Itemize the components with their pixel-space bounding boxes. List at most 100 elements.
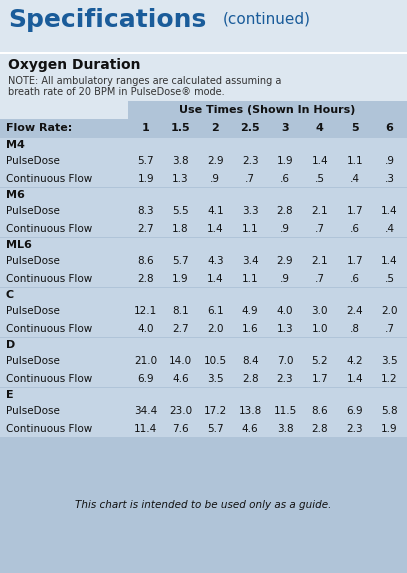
Text: 3.5: 3.5 <box>207 374 223 383</box>
Text: 1.6: 1.6 <box>242 324 258 333</box>
Text: E: E <box>6 390 13 400</box>
Text: 3.0: 3.0 <box>312 307 328 316</box>
Text: 4.6: 4.6 <box>172 374 189 383</box>
Text: 3.3: 3.3 <box>242 206 258 217</box>
Text: M6: M6 <box>6 190 25 200</box>
Text: 1.4: 1.4 <box>381 257 398 266</box>
Text: 21.0: 21.0 <box>134 356 157 367</box>
Text: Continuous Flow: Continuous Flow <box>6 223 92 234</box>
Text: Continuous Flow: Continuous Flow <box>6 324 92 333</box>
Text: 11.4: 11.4 <box>134 423 157 434</box>
Text: 3: 3 <box>281 123 289 133</box>
Bar <box>0 337 407 338</box>
Text: Continuous Flow: Continuous Flow <box>6 423 92 434</box>
Text: 3.8: 3.8 <box>172 156 189 167</box>
Text: 1.3: 1.3 <box>277 324 293 333</box>
Text: PulseDose: PulseDose <box>6 356 60 367</box>
Text: .9: .9 <box>210 174 220 183</box>
Text: Continuous Flow: Continuous Flow <box>6 174 92 183</box>
Text: 7.6: 7.6 <box>172 423 189 434</box>
Text: 12.1: 12.1 <box>134 307 157 316</box>
Text: .9: .9 <box>385 156 394 167</box>
Text: 2.3: 2.3 <box>277 374 293 383</box>
Text: 2.8: 2.8 <box>277 206 293 217</box>
Text: 1.1: 1.1 <box>346 156 363 167</box>
Text: .8: .8 <box>350 324 360 333</box>
Text: 2.9: 2.9 <box>207 156 223 167</box>
Text: 1.4: 1.4 <box>207 223 223 234</box>
Text: 10.5: 10.5 <box>204 356 227 367</box>
Text: 2.0: 2.0 <box>381 307 398 316</box>
Bar <box>0 153 407 170</box>
Text: 2.8: 2.8 <box>242 374 258 383</box>
Text: 1.9: 1.9 <box>172 273 189 284</box>
Text: Specifications: Specifications <box>8 8 206 32</box>
Text: 4.0: 4.0 <box>138 324 154 333</box>
Text: 2.4: 2.4 <box>346 307 363 316</box>
Text: .7: .7 <box>385 324 394 333</box>
Text: 1.4: 1.4 <box>381 206 398 217</box>
Bar <box>0 253 407 270</box>
Text: 1.1: 1.1 <box>242 273 258 284</box>
Text: 4: 4 <box>316 123 324 133</box>
Text: PulseDose: PulseDose <box>6 156 60 167</box>
Text: 4.3: 4.3 <box>207 257 223 266</box>
Text: 2.9: 2.9 <box>277 257 293 266</box>
Text: 5.7: 5.7 <box>207 423 223 434</box>
Bar <box>0 337 407 353</box>
Bar <box>0 437 407 573</box>
Text: 7.0: 7.0 <box>277 356 293 367</box>
Text: .6: .6 <box>350 273 360 284</box>
Text: .7: .7 <box>245 174 255 183</box>
Text: 1.2: 1.2 <box>381 374 398 383</box>
Text: 1.3: 1.3 <box>172 174 189 183</box>
Text: 2.3: 2.3 <box>346 423 363 434</box>
Text: 2.7: 2.7 <box>172 324 189 333</box>
Text: 23.0: 23.0 <box>169 406 192 417</box>
Text: 1.8: 1.8 <box>172 223 189 234</box>
Text: 2: 2 <box>212 123 219 133</box>
Bar <box>0 420 407 437</box>
Text: 1.9: 1.9 <box>381 423 398 434</box>
Text: 6.1: 6.1 <box>207 307 223 316</box>
Bar <box>0 187 407 188</box>
Text: Continuous Flow: Continuous Flow <box>6 374 92 383</box>
Text: D: D <box>6 340 15 350</box>
Text: PulseDose: PulseDose <box>6 257 60 266</box>
Text: 2.1: 2.1 <box>312 257 328 266</box>
Text: .4: .4 <box>385 223 394 234</box>
Text: 8.4: 8.4 <box>242 356 258 367</box>
Text: Oxygen Duration: Oxygen Duration <box>8 58 140 72</box>
Bar <box>0 137 407 153</box>
Bar <box>0 203 407 220</box>
Text: 8.6: 8.6 <box>312 406 328 417</box>
Bar <box>0 353 407 370</box>
Text: 4.9: 4.9 <box>242 307 258 316</box>
Text: 1.9: 1.9 <box>137 174 154 183</box>
Text: 5.7: 5.7 <box>172 257 189 266</box>
Text: 1: 1 <box>142 123 149 133</box>
Text: 2.3: 2.3 <box>242 156 258 167</box>
Bar <box>0 387 407 388</box>
Bar <box>0 320 407 337</box>
Bar <box>0 303 407 320</box>
Bar <box>0 237 407 238</box>
Text: 3.5: 3.5 <box>381 356 398 367</box>
Text: 13.8: 13.8 <box>239 406 262 417</box>
Text: (continued): (continued) <box>223 12 311 27</box>
Text: 5.7: 5.7 <box>137 156 154 167</box>
Text: 3.4: 3.4 <box>242 257 258 266</box>
Text: 2.8: 2.8 <box>137 273 154 284</box>
Text: 1.7: 1.7 <box>346 257 363 266</box>
Text: 1.0: 1.0 <box>312 324 328 333</box>
Text: 6: 6 <box>386 123 394 133</box>
Text: .7: .7 <box>315 223 325 234</box>
Text: .7: .7 <box>315 273 325 284</box>
Text: 1.5: 1.5 <box>171 123 190 133</box>
Text: .9: .9 <box>280 273 290 284</box>
Text: 8.6: 8.6 <box>137 257 154 266</box>
Text: 1.4: 1.4 <box>207 273 223 284</box>
Text: 3.8: 3.8 <box>277 423 293 434</box>
Text: 4.1: 4.1 <box>207 206 223 217</box>
Text: 17.2: 17.2 <box>204 406 227 417</box>
